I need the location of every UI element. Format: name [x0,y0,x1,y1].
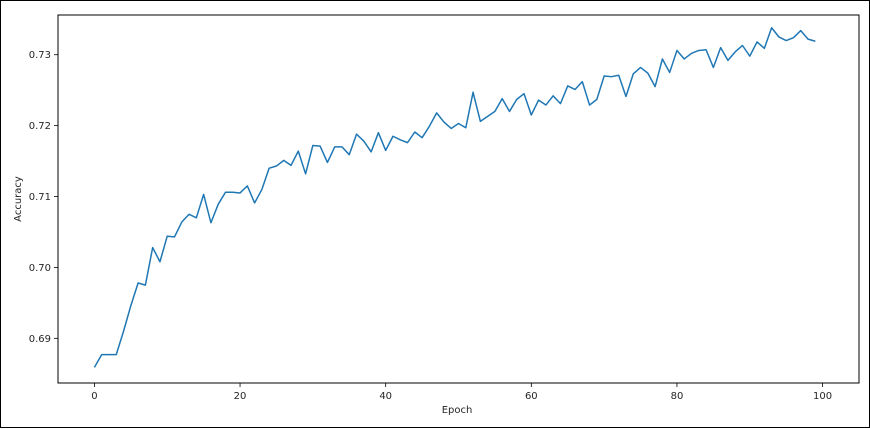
x-tick-label: 100 [813,391,832,402]
x-tick-label: 80 [671,391,684,402]
y-tick-label: 0.70 [29,263,51,274]
x-axis-label: Epoch [442,405,473,416]
y-tick-label: 0.71 [29,192,51,203]
y-axis-ticks: 0.69 0.70 0.71 0.72 0.73 [29,50,58,345]
x-tick-label: 40 [379,391,392,402]
x-tick-label: 0 [91,391,97,402]
x-tick-label: 20 [234,391,247,402]
x-axis-ticks: 0 20 40 60 80 100 [91,383,832,402]
x-tick-label: 60 [525,391,538,402]
y-axis-label: Accuracy [13,176,24,222]
y-tick-label: 0.69 [29,334,51,345]
y-tick-label: 0.73 [29,50,51,61]
series-line [93,27,816,368]
plot-area [57,14,860,384]
y-tick-label: 0.72 [29,121,51,132]
